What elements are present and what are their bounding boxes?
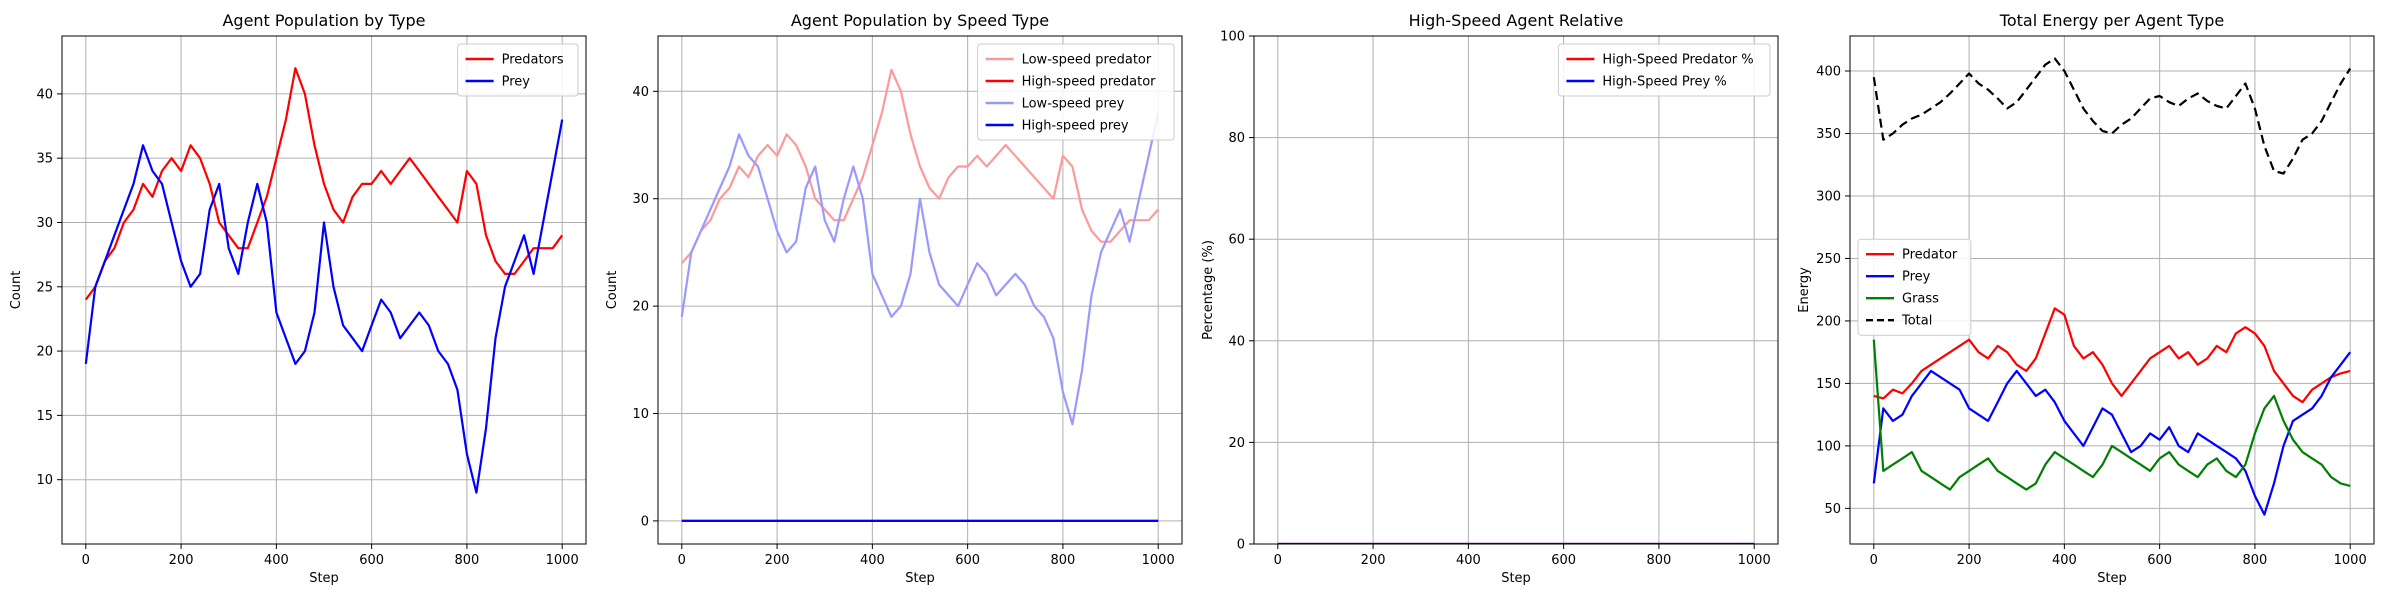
legend-label: Low-speed predator: [1022, 53, 1152, 68]
plot-frame: [1253, 35, 1779, 545]
legend-label: High-speed predator: [1022, 75, 1157, 90]
chart-title: Agent Population by Type: [222, 11, 425, 30]
y-tick-label: 300: [1816, 189, 1841, 204]
chart-panel-1: 0 200 400 600 800 1000 10 15 20 25 30 35 40 Agent Pop…: [9, 11, 587, 586]
y-tick-label: 80: [1228, 131, 1245, 146]
y-tick-label: 25: [36, 280, 53, 295]
legend-box: [1557, 43, 1771, 97]
y-tick-label: 30: [632, 192, 649, 207]
legend: Low-speed predator High-speed predator Low…: [977, 43, 1175, 141]
legend-label: High-speed prey: [1022, 119, 1129, 134]
x-tick-label: 600: [359, 553, 384, 568]
y-tick-label: 20: [36, 345, 53, 360]
x-axis-label: Step: [1501, 571, 1531, 586]
y-tick-label: 40: [632, 85, 649, 100]
chart-panel-2: 0 200 400 600 800 1000 0 10 20 30 40 Agent Populati…: [605, 11, 1183, 586]
x-tick-label: 200: [169, 553, 194, 568]
y-tick-label: 15: [36, 409, 53, 424]
plot-frame: [657, 35, 1183, 545]
y-tick-label: 0: [1237, 538, 1245, 553]
series-line-1: [1872, 351, 2352, 516]
legend-box: [457, 43, 579, 97]
y-tick-label: 350: [1816, 127, 1841, 142]
plot-frame: [1849, 35, 2375, 545]
x-tick-label: 400: [860, 553, 885, 568]
legend-label: Prey: [502, 75, 531, 90]
y-tick-label: 30: [36, 216, 53, 231]
series-line-2: [1872, 339, 2351, 491]
x-tick-label: 200: [1361, 553, 1386, 568]
x-tick-label: 800: [1050, 553, 1075, 568]
legend: High-Speed Predator % High-Speed Prey %: [1557, 43, 1771, 97]
x-tick-label: 0: [1870, 553, 1878, 568]
x-tick-label: 1000: [2334, 553, 2367, 568]
legend: Predators Prey: [457, 43, 579, 97]
y-tick-label: 100: [1220, 30, 1245, 45]
y-axis-label: Count: [9, 271, 24, 310]
series-line-0: [680, 68, 1160, 264]
x-tick-label: 400: [1456, 553, 1481, 568]
y-tick-label: 40: [36, 87, 53, 102]
y-tick-label: 100: [1816, 439, 1841, 454]
series-line-3: [1872, 57, 2352, 175]
y-tick-label: 35: [36, 152, 53, 167]
x-tick-label: 1000: [1738, 553, 1771, 568]
x-axis-label: Step: [905, 571, 935, 586]
legend-label: Prey: [1902, 270, 1931, 285]
y-tick-label: 400: [1816, 64, 1841, 79]
x-axis-label: Step: [2097, 571, 2127, 586]
y-tick-label: 50: [1824, 502, 1841, 517]
legend-label: High-Speed Prey %: [1602, 75, 1726, 90]
y-axis-label: Count: [605, 271, 620, 310]
x-tick-label: 0: [678, 553, 686, 568]
chart-title: Agent Population by Speed Type: [791, 11, 1049, 30]
x-tick-label: 200: [1957, 553, 1982, 568]
legend-label: Predators: [502, 53, 564, 68]
legend-box: [1857, 238, 1972, 336]
series-line-1: [84, 119, 564, 494]
series-line-2: [680, 112, 1160, 426]
x-tick-label: 800: [1646, 553, 1671, 568]
plot-frame: [61, 35, 587, 545]
x-tick-label: 200: [765, 553, 790, 568]
x-tick-label: 0: [82, 553, 90, 568]
y-tick-label: 10: [632, 407, 649, 422]
legend-label: Grass: [1902, 292, 1939, 307]
y-tick-label: 20: [632, 300, 649, 315]
legend-box: [977, 43, 1175, 141]
chart-title: High-Speed Agent Relative: [1409, 11, 1624, 30]
x-tick-label: 400: [2052, 553, 2077, 568]
x-tick-label: 600: [2147, 553, 2172, 568]
y-axis-label: Energy: [1797, 267, 1812, 313]
y-tick-label: 200: [1816, 314, 1841, 329]
chart-panel-3: 0 200 400 600 800 1000 0 20 40 60 80 100 High-Speed …: [1201, 11, 1779, 586]
y-tick-label: 0: [641, 514, 649, 529]
x-tick-label: 600: [955, 553, 980, 568]
legend: Predator Prey Grass Total: [1857, 238, 1972, 336]
x-tick-label: 0: [1274, 553, 1282, 568]
x-axis-label: Step: [309, 571, 339, 586]
legend-label: High-Speed Predator %: [1602, 53, 1753, 68]
y-tick-label: 10: [36, 473, 53, 488]
x-tick-label: 1000: [546, 553, 579, 568]
series-line-0: [1873, 307, 2351, 404]
y-tick-label: 40: [1228, 334, 1245, 349]
x-tick-label: 1000: [1142, 553, 1175, 568]
legend-label: Total: [1901, 314, 1932, 329]
y-tick-label: 20: [1228, 436, 1245, 451]
x-tick-label: 800: [2242, 553, 2267, 568]
y-tick-label: 150: [1816, 377, 1841, 392]
y-tick-label: 250: [1816, 252, 1841, 267]
x-tick-label: 800: [454, 553, 479, 568]
legend-label: Predator: [1902, 248, 1958, 263]
y-axis-label: Percentage (%): [1201, 240, 1216, 340]
chart-panel-4: 0 200 400 600 800 1000 50 100 150 200 250 300 350 400…: [1797, 11, 2375, 586]
series-line-0: [84, 67, 564, 301]
y-tick-label: 60: [1228, 233, 1245, 248]
x-tick-label: 600: [1551, 553, 1576, 568]
chart-title: Total Energy per Agent Type: [1999, 11, 2224, 30]
legend-label: Low-speed prey: [1022, 97, 1125, 112]
x-tick-label: 400: [264, 553, 289, 568]
